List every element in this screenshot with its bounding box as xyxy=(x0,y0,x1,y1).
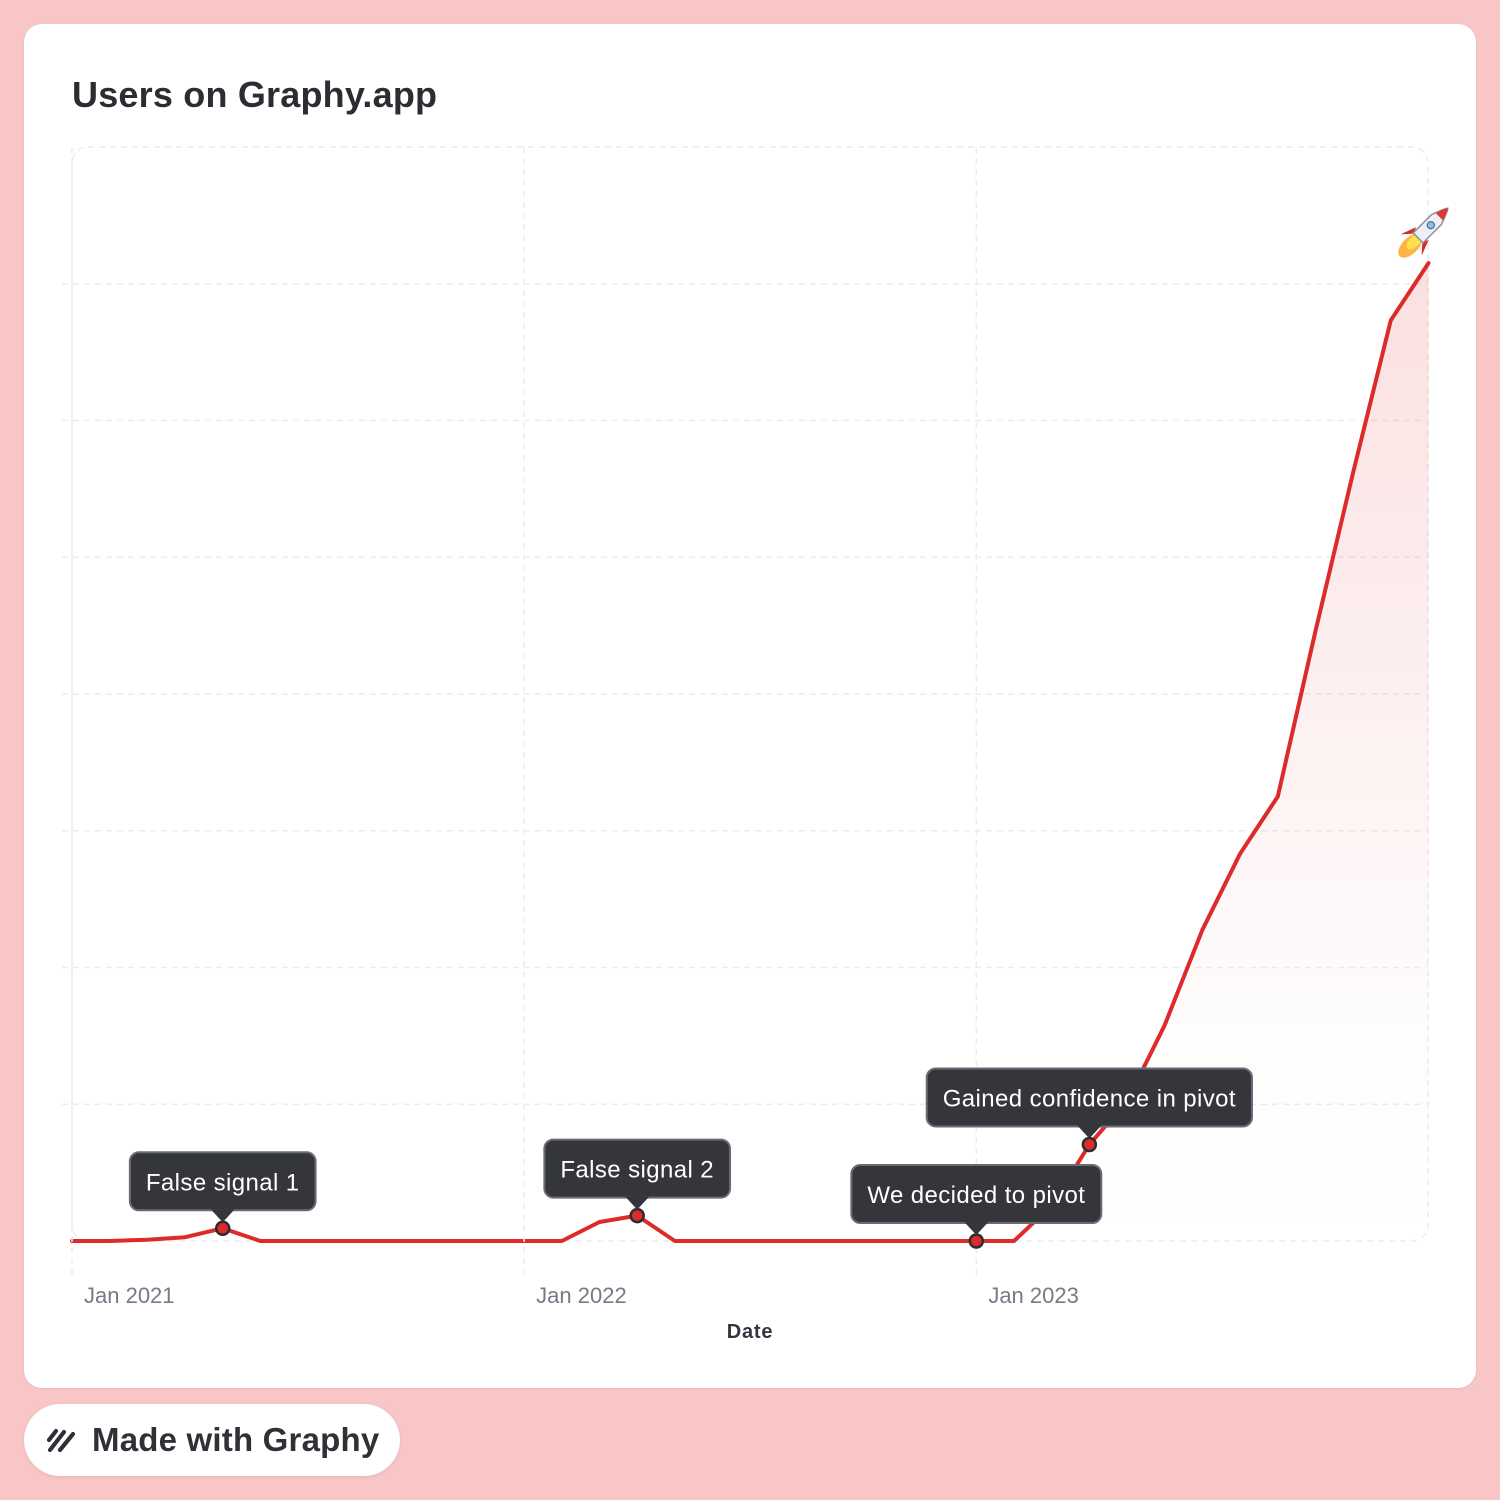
area-fill xyxy=(1051,263,1429,1242)
made-with-graphy-badge[interactable]: Made with Graphy xyxy=(24,1404,400,1476)
series-line xyxy=(70,261,1431,1243)
rocket-icon xyxy=(1398,207,1449,258)
chart-title: Users on Graphy.app xyxy=(72,74,438,115)
annotation-callout: False signal 2 xyxy=(543,1138,732,1210)
x-tick-label: Jan 2021 xyxy=(84,1283,175,1308)
annotation-label: We decided to pivot xyxy=(867,1182,1085,1209)
annotation-marker[interactable] xyxy=(214,1220,231,1237)
annotation-callout: False signal 1 xyxy=(128,1151,317,1223)
annotation-label: Gained confidence in pivot xyxy=(943,1085,1236,1112)
made-with-label: Made with Graphy xyxy=(92,1421,380,1458)
annotation-marker[interactable] xyxy=(1081,1136,1098,1153)
annotation-marker[interactable] xyxy=(629,1207,645,1224)
x-axis-title: Date xyxy=(727,1321,774,1343)
annotation-pointer xyxy=(964,1222,989,1235)
annotation-callout: Gained confidence in pivot xyxy=(925,1067,1253,1139)
annotation-callout: We decided to pivot xyxy=(850,1164,1103,1235)
annotation-pointer xyxy=(625,1196,650,1210)
annotation-pointer xyxy=(210,1209,235,1223)
annotation-pointer xyxy=(1077,1125,1102,1139)
graphy-logo-icon xyxy=(46,1424,78,1456)
x-tick-label: Jan 2023 xyxy=(988,1283,1079,1308)
annotation-marker[interactable] xyxy=(968,1233,985,1249)
annotation-label: False signal 1 xyxy=(146,1169,300,1196)
annotation-label: False signal 2 xyxy=(560,1157,714,1184)
plot-frame xyxy=(71,146,1429,1242)
x-tick-label: Jan 2022 xyxy=(536,1283,627,1308)
